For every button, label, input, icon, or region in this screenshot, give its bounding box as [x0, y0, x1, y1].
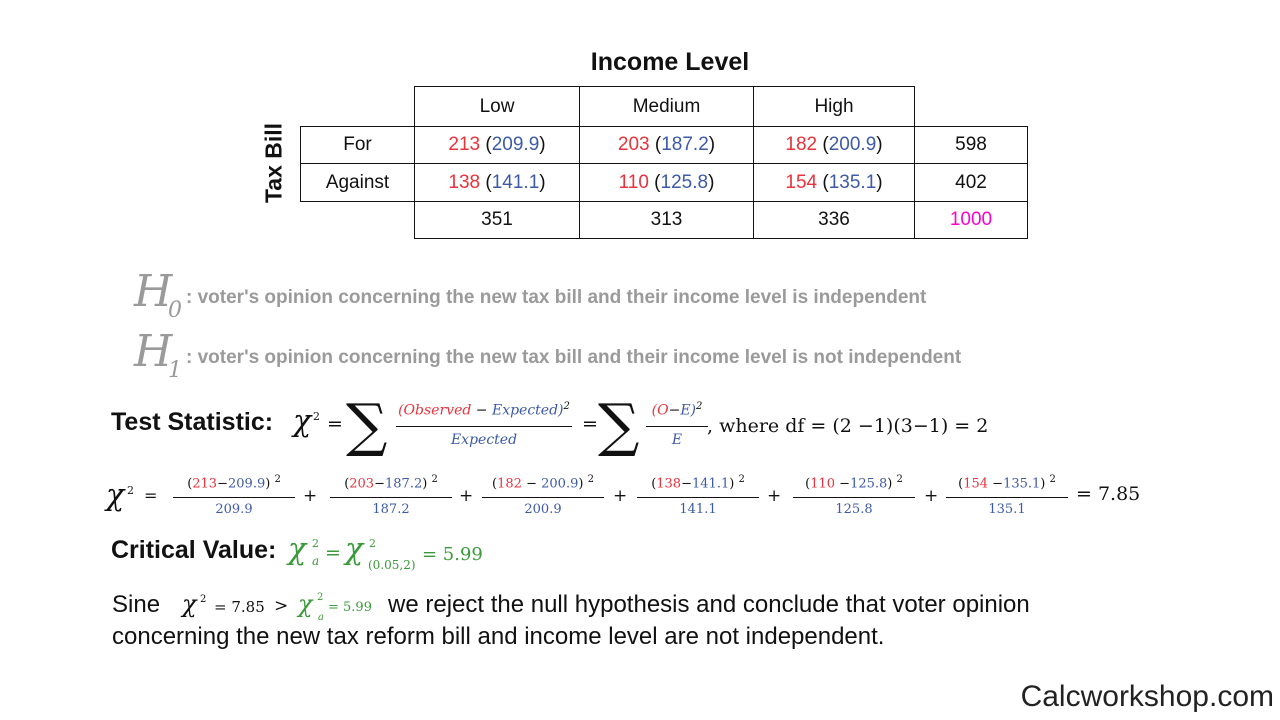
degrees-of-freedom: , where df = (2 −1)(3−1) = 2 [707, 415, 989, 437]
term-numerator: (154 −135.1) 2 [958, 474, 1056, 492]
col-header-low: Low [414, 86, 580, 127]
chi-symbol: χ [182, 590, 197, 618]
term-numerator: (110 −125.8) 2 [805, 474, 903, 492]
observed-value: 213 [448, 134, 481, 155]
expected-value: 141.1 [491, 171, 540, 193]
chi-value: = 7.85 [214, 598, 265, 616]
table-cell: 110 (125.8) [579, 163, 754, 202]
observed-value: 203 [617, 134, 650, 155]
table-cell: 182 (200.9) [753, 126, 915, 164]
chi-alpha-symbol: χ [288, 532, 307, 567]
test-statistic-label: Test Statistic: [111, 408, 274, 436]
alpha-subscript: a [312, 554, 320, 568]
conclusion-line2: concerning the new tax reform bill and i… [112, 623, 885, 650]
chi-symbol: χ [106, 478, 125, 513]
expected-value: 209.9 [491, 134, 540, 155]
term-denominator: 200.9 [524, 502, 562, 517]
alpha-subscript: a [318, 612, 324, 623]
term-numerator: (182 − 200.9) 2 [492, 474, 594, 492]
row-label-for: For [300, 126, 415, 164]
observed-value: 154 [785, 171, 818, 193]
h1-text: : voter's opinion concerning the new tax… [186, 347, 962, 368]
critical-value-label: Critical Value: [111, 536, 277, 564]
chi-symbol: χ [345, 532, 364, 567]
term-denominator: 209.9 [215, 502, 253, 517]
fraction-bar [396, 426, 572, 428]
table-cell: 138 (141.1) [414, 163, 580, 202]
h1-symbol: H [134, 326, 173, 377]
chi-superscript: 2 [317, 592, 324, 603]
fraction-bar [173, 497, 295, 499]
row-total-against: 402 [914, 163, 1028, 202]
observed-value: 182 [785, 134, 818, 155]
h0-symbol: H [134, 266, 173, 317]
fraction-bar [482, 497, 604, 499]
fraction-bar [946, 497, 1068, 499]
expected-value: 125.8 [660, 171, 709, 193]
expected-value: 135.1 [828, 171, 877, 193]
h1-subscript: 1 [168, 358, 182, 383]
fraction-bar [330, 497, 452, 499]
short-numerator: (O−E)2 [651, 401, 703, 419]
site-watermark: Calcworkshop.com [1020, 680, 1274, 713]
plus-sign: + [459, 486, 474, 506]
plus-sign: + [767, 486, 782, 506]
expected-value: 187.2 [661, 134, 709, 155]
plus-sign: + [303, 486, 318, 506]
observed-value: 110 [618, 171, 649, 193]
h0-subscript: 0 [168, 298, 182, 323]
table-row-axis-title: Tax Bill [260, 122, 287, 204]
summation-icon: ∑ [598, 391, 640, 459]
chi-square-result: = 7.85 [1076, 483, 1141, 505]
fraction-bar [637, 497, 759, 499]
critical-value-result: = 5.99 [422, 544, 483, 565]
grand-total: 1000 [914, 201, 1028, 239]
short-denominator: E [671, 432, 683, 448]
table-cell: 213 (209.9) [414, 126, 580, 164]
term-denominator: 187.2 [372, 502, 410, 517]
equals-sign: = [144, 486, 158, 505]
term-denominator: 141.1 [679, 502, 717, 517]
critical-value: = 5.99 [328, 600, 372, 615]
row-label-against: Against [300, 163, 415, 202]
summation-icon: ∑ [346, 391, 388, 459]
equals-sign: = [582, 413, 598, 435]
table-column-axis-title: Income Level [590, 48, 750, 76]
col-total-low: 351 [414, 201, 580, 239]
chi-alpha-symbol: χ [298, 590, 313, 618]
equals-sign: = [327, 413, 343, 435]
plus-sign: + [924, 486, 939, 506]
col-header-medium: Medium [579, 86, 754, 127]
h0-text: : voter's opinion concerning the new tax… [186, 287, 927, 308]
term-numerator: (138−141.1) 2 [651, 474, 745, 492]
col-total-medium: 313 [579, 201, 754, 239]
chi-superscript: 2 [369, 537, 376, 550]
term-numerator: (213−209.9) 2 [187, 474, 281, 492]
plus-sign: + [613, 486, 628, 506]
chi-symbol: χ [293, 404, 312, 439]
col-header-high: High [753, 86, 915, 127]
equals-sign: = [325, 542, 341, 564]
table-cell: 203 (187.2) [579, 126, 754, 164]
chi-superscript: 2 [313, 410, 320, 423]
expected-value: 200.9 [828, 134, 877, 155]
chi-superscript: 2 [127, 484, 134, 497]
fraction-bar [646, 426, 708, 428]
greater-than-sign: > [274, 596, 289, 616]
chi-superscript: 2 [200, 594, 207, 605]
term-numerator: (203−187.2) 2 [344, 474, 438, 492]
fraction-bar [793, 497, 915, 499]
term-denominator: 125.8 [835, 502, 873, 517]
chi-superscript: 2 [312, 537, 319, 550]
term-denominator: 135.1 [988, 502, 1026, 517]
table-cell: 154 (135.1) [753, 163, 915, 202]
conclusion-line1: we reject the null hypothesis and conclu… [388, 591, 1030, 618]
formula-numerator: (Observed − Expected)2 [398, 401, 570, 419]
col-total-high: 336 [753, 201, 915, 239]
observed-value: 138 [448, 171, 481, 193]
conclusion-lead: Sine [112, 591, 161, 618]
formula-denominator: Expected [450, 432, 518, 448]
params-subscript: (0.05,2) [368, 558, 416, 572]
row-total-for: 598 [914, 126, 1028, 164]
